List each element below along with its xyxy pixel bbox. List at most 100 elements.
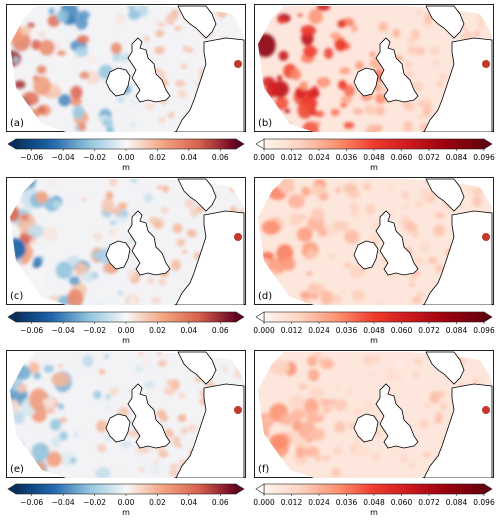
colorbar-magnitude: 0.000 0.012 0.024 0.036 0.048 0.060 0.072 0.084… [253,137,495,177]
colorbar-tick-label: 0.084 [445,326,468,335]
colorbar-tick-label: 0.048 [363,498,385,507]
uk-land [375,37,419,103]
norway-land [177,351,217,385]
map-c [10,178,245,305]
colorbar-tick-label: 0.02 [149,498,166,507]
colorbar-tick-label: 0.02 [149,326,166,335]
panel-f: (f) [254,350,494,478]
colorbar-tick-label: 0.012 [280,153,303,162]
colorbar-tick-label: 0.06 [211,498,229,507]
coastal-hotspot [482,60,490,68]
colorbar-tick-label: 0.072 [418,326,440,335]
colorbar-gradient [255,311,493,324]
colorbar-tick-label: 0.084 [445,153,468,162]
norway-land [425,178,465,212]
colorbar-tick-label: 0.06 [211,326,229,335]
colorbar-signed: −0.06 −0.04 −0.02 0.00 0.02 0.04 0.06 m [6,482,246,522]
ireland-land [353,413,379,443]
colorbar-signed: −0.06 −0.04 −0.02 0.00 0.02 0.04 0.06 m [6,137,246,177]
extend-arrow-right [235,138,245,150]
extend-arrow-right [235,311,245,323]
colorbar-magnitude: 0.000 0.012 0.024 0.036 0.048 0.060 0.072 0.084… [253,310,495,350]
colorbar-tick-label: −0.04 [51,326,75,335]
extend-arrow-left [255,138,265,150]
map-e [10,351,245,478]
colorbar-tick-label: 0.024 [308,153,330,162]
coastal-hotspot [234,60,242,68]
colorbar-tick-label: 0.000 [253,498,275,507]
uk-land [127,383,171,449]
colorbar-tick-label: 0.036 [335,153,358,162]
colorbar-tick-label: 0.024 [308,326,330,335]
panel-b: (b) [254,4,494,132]
map-f [258,351,493,478]
colorbar-tick-label: 0.072 [418,153,440,162]
extend-arrow-right [235,483,245,495]
colorbar-tick-label: 0.096 [473,326,495,335]
colorbar-tick-label: 0.048 [363,326,385,335]
colorbar-tick-label: 0.02 [149,153,166,162]
field-blobs [10,179,244,305]
continent-land [175,383,245,478]
norway-land [425,351,465,385]
colorbar-unit: m [122,163,130,172]
continent-land [175,37,245,132]
colorbar-unit: m [370,336,378,345]
extend-arrow-left [7,311,17,323]
colorbar-tick-label: 0.06 [211,153,229,162]
colorbar-unit: m [370,163,378,172]
continent-land [423,37,493,132]
panel-label: (d) [258,291,273,302]
colorbar-gradient [7,311,245,324]
panel-label: (c) [10,291,24,302]
continent-land [175,210,245,305]
colorbar-tick-label: 0.00 [117,498,135,507]
colorbar-unit: m [370,508,378,517]
ireland-land [105,413,131,443]
colorbar-tick-label: 0.04 [180,326,198,335]
panel-d: (d) [254,177,494,305]
map-b [258,5,493,132]
map-d [258,178,493,305]
colorbar-tick-label: 0.00 [117,326,135,335]
panel-label: (e) [10,464,24,475]
colorbar-tick-label: 0.036 [335,498,358,507]
colorbar-gradient [7,138,245,151]
panel-label: (f) [258,464,270,475]
uk-land [375,210,419,276]
continent-land [423,210,493,305]
panel-a: (a) [6,4,246,132]
norway-land [177,5,217,39]
ireland-land [105,67,131,97]
extend-arrow-left [7,483,17,495]
colorbar-magnitude: 0.000 0.012 0.024 0.036 0.048 0.060 0.072 0.084… [253,482,495,522]
colorbar-tick-label: 0.096 [473,153,495,162]
coastal-hotspot [482,406,490,414]
panel-c: (c) [6,177,246,305]
sea-area [258,352,492,478]
colorbar-tick-label: 0.00 [117,153,135,162]
norway-land [177,178,217,212]
panel-e: (e) [6,350,246,478]
uk-land [127,210,171,276]
colorbar-tick-label: 0.036 [335,326,358,335]
colorbar-tick-label: −0.06 [20,498,44,507]
extend-arrow-right [483,138,493,150]
map-a [10,5,245,132]
colorbar-gradient [7,483,245,496]
norway-land [425,5,465,39]
panel-label: (a) [10,118,24,129]
colorbar-gradient [255,483,493,496]
extend-arrow-right [483,483,493,495]
continent-land [423,383,493,478]
colorbar-tick-label: 0.000 [253,326,275,335]
colorbar-tick-label: 0.060 [390,498,413,507]
coastal-hotspot [234,406,242,414]
extend-arrow-left [7,138,17,150]
panel-label: (b) [258,118,273,129]
colorbar-tick-label: −0.06 [20,153,44,162]
extend-arrow-left [255,311,265,323]
colorbar-tick-label: 0.012 [280,326,303,335]
ireland-land [353,240,379,270]
colorbar-unit: m [122,508,130,517]
